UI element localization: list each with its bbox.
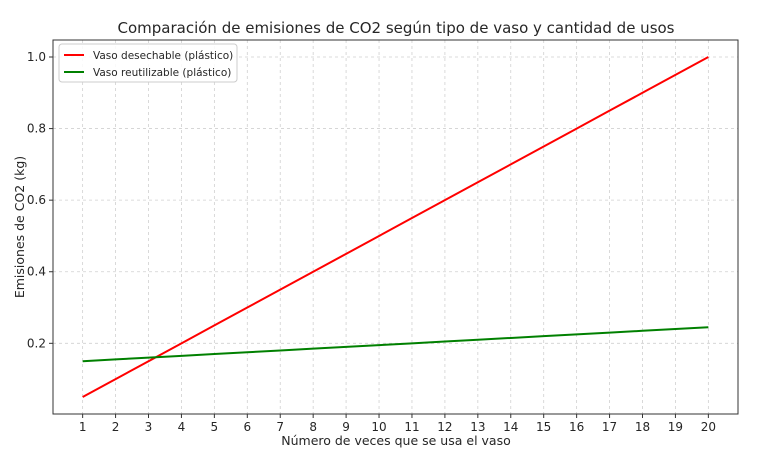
x-tick-label: 3 bbox=[145, 420, 153, 434]
y-axis-label: Emisiones de CO2 (kg) bbox=[12, 156, 27, 298]
y-tick-label: 0.2 bbox=[27, 336, 46, 350]
x-tick-label: 18 bbox=[635, 420, 650, 434]
x-tick-label: 10 bbox=[371, 420, 386, 434]
x-tick-label: 2 bbox=[112, 420, 120, 434]
x-tick-label: 5 bbox=[211, 420, 219, 434]
x-tick-label: 4 bbox=[178, 420, 186, 434]
series-line-disposable bbox=[82, 56, 709, 398]
legend: Vaso desechable (plástico) Vaso reutiliz… bbox=[58, 43, 238, 83]
x-axis-label: Número de veces que se usa el vaso bbox=[281, 433, 510, 448]
plot-frame bbox=[52, 39, 739, 415]
x-tick-label: 20 bbox=[701, 420, 716, 434]
x-axis-ticks: 1 2 3 4 5 6 7 8 9 10 11 12 13 14 15 16 17 18 19 20 bbox=[79, 414, 716, 434]
x-tick-label: 9 bbox=[342, 420, 350, 434]
x-tick-label: 19 bbox=[668, 420, 683, 434]
x-tick-label: 12 bbox=[437, 420, 452, 434]
legend-box bbox=[58, 43, 238, 83]
x-tick-label: 8 bbox=[309, 420, 317, 434]
y-tick-label: 0.4 bbox=[27, 265, 46, 279]
x-tick-label: 16 bbox=[569, 420, 584, 434]
x-tick-label: 1 bbox=[79, 420, 87, 434]
y-axis-ticks: 0.2 0.4 0.6 0.8 1.0 bbox=[27, 50, 53, 350]
x-tick-label: 13 bbox=[470, 420, 485, 434]
x-tick-label: 14 bbox=[503, 420, 518, 434]
legend-label-disposable: Vaso desechable (plástico) bbox=[93, 50, 233, 62]
legend-label-reusable: Vaso reutilizable (plástico) bbox=[93, 67, 231, 79]
series-line-reusable bbox=[82, 326, 709, 363]
x-tick-label: 17 bbox=[602, 420, 617, 434]
y-tick-label: 1.0 bbox=[27, 50, 46, 64]
y-tick-label: 0.6 bbox=[27, 193, 46, 207]
x-tick-label: 7 bbox=[276, 420, 284, 434]
chart-title: Comparación de emisiones de CO2 según ti… bbox=[118, 19, 675, 37]
x-tick-label: 6 bbox=[243, 420, 251, 434]
series-lines bbox=[82, 56, 709, 398]
x-tick-label: 11 bbox=[404, 420, 419, 434]
y-tick-label: 0.8 bbox=[27, 122, 46, 136]
x-tick-label: 15 bbox=[536, 420, 551, 434]
